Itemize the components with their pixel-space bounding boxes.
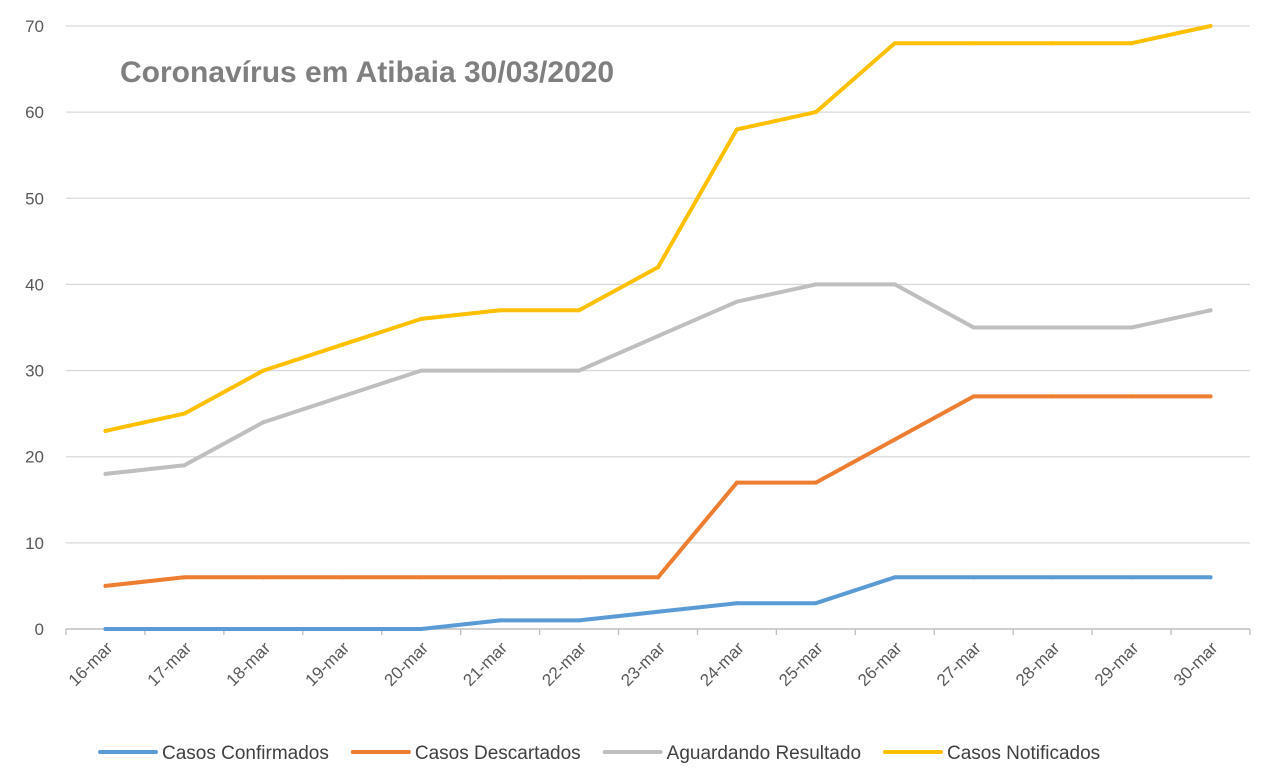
- x-tick-label: 18-mar: [223, 638, 275, 690]
- data-point: [813, 282, 818, 287]
- data-point: [734, 480, 739, 485]
- x-tick-label: 17-mar: [144, 638, 196, 690]
- legend: Casos Confirmados Casos Descartados Aguard…: [98, 743, 1100, 764]
- data-point: [340, 394, 345, 399]
- series-lines: [103, 24, 1213, 631]
- data-point: [419, 368, 424, 373]
- data-point: [1050, 325, 1055, 330]
- data-point: [182, 627, 187, 631]
- data-point: [103, 627, 108, 631]
- data-point: [971, 325, 976, 330]
- data-point: [892, 575, 897, 580]
- data-point: [419, 575, 424, 580]
- data-point: [419, 627, 424, 631]
- data-point: [419, 316, 424, 321]
- data-point: [182, 463, 187, 468]
- data-point: [261, 627, 266, 631]
- legend-label: Casos Notificados: [947, 743, 1100, 764]
- legend-label: Casos Confirmados: [162, 743, 329, 764]
- data-point: [498, 618, 503, 623]
- data-point: [1208, 24, 1213, 28]
- data-point: [498, 308, 503, 313]
- x-tick-label: 24-mar: [696, 638, 748, 690]
- data-point: [971, 41, 976, 46]
- y-tick-label: 40: [25, 275, 44, 294]
- data-point: [577, 575, 582, 580]
- data-point: [892, 41, 897, 46]
- series-line-3: [103, 282, 1213, 476]
- data-point: [498, 368, 503, 373]
- data-point: [734, 127, 739, 132]
- data-point: [1129, 325, 1134, 330]
- data-point: [1050, 394, 1055, 399]
- data-point: [261, 368, 266, 373]
- y-tick-label: 0: [35, 620, 44, 639]
- x-tick-label: 21-mar: [459, 638, 511, 690]
- data-point: [498, 575, 503, 580]
- y-tick-label: 60: [25, 103, 44, 122]
- legend-label: Aguardando Resultado: [667, 743, 861, 764]
- data-point: [103, 583, 108, 588]
- series-line-2: [103, 394, 1213, 588]
- data-point: [734, 299, 739, 304]
- data-point: [261, 420, 266, 425]
- data-point: [577, 308, 582, 313]
- x-tick-label: 27-mar: [933, 638, 985, 690]
- series-line-1: [103, 575, 1213, 631]
- x-tick-label: 22-mar: [538, 638, 590, 690]
- data-point: [813, 110, 818, 115]
- data-point: [892, 282, 897, 287]
- data-point: [1129, 41, 1134, 46]
- data-point: [261, 575, 266, 580]
- data-point: [656, 334, 660, 339]
- data-point: [577, 368, 582, 373]
- data-point: [1129, 575, 1134, 580]
- data-point: [340, 627, 345, 631]
- data-point: [656, 265, 660, 270]
- data-point: [577, 618, 582, 623]
- data-point: [1129, 394, 1134, 399]
- data-point: [1208, 308, 1213, 313]
- gridlines: [66, 25, 1250, 544]
- data-point: [103, 471, 108, 476]
- data-point: [1050, 575, 1055, 580]
- data-point: [1208, 575, 1213, 580]
- y-tick-label: 30: [25, 362, 44, 381]
- data-point: [182, 411, 187, 416]
- axes: 0 10 20 30 40 50 60 70 16-mar 17-mar 18-mar 19-mar 2…: [25, 17, 1251, 690]
- data-point: [340, 342, 345, 347]
- x-tick-label: 19-mar: [302, 638, 354, 690]
- x-tick-label: 30-mar: [1170, 638, 1222, 690]
- data-point: [1208, 394, 1213, 399]
- chart-title: Coronavírus em Atibaia 30/03/2020: [120, 56, 614, 89]
- data-point: [734, 601, 739, 606]
- data-point: [340, 575, 345, 580]
- x-tick-label: 26-mar: [854, 638, 906, 690]
- data-point: [656, 609, 660, 614]
- data-point: [813, 480, 818, 485]
- y-tick-label: 50: [25, 189, 44, 208]
- data-point: [971, 575, 976, 580]
- data-point: [813, 601, 818, 606]
- legend-label: Casos Descartados: [415, 743, 581, 764]
- x-tick-label: 28-mar: [1012, 638, 1064, 690]
- data-point: [656, 575, 660, 580]
- data-point: [103, 428, 108, 433]
- y-tick-label: 70: [25, 17, 44, 36]
- data-point: [182, 575, 187, 580]
- x-tick-label: 20-mar: [381, 638, 433, 690]
- x-tick-label: 25-mar: [775, 638, 827, 690]
- data-point: [892, 437, 897, 442]
- data-point: [1050, 41, 1055, 46]
- y-tick-label: 20: [25, 448, 44, 467]
- x-tick-label: 23-mar: [617, 638, 669, 690]
- y-tick-label: 10: [25, 534, 44, 553]
- x-tick-label: 16-mar: [65, 638, 117, 690]
- data-point: [971, 394, 976, 399]
- x-tick-label: 29-mar: [1091, 638, 1143, 690]
